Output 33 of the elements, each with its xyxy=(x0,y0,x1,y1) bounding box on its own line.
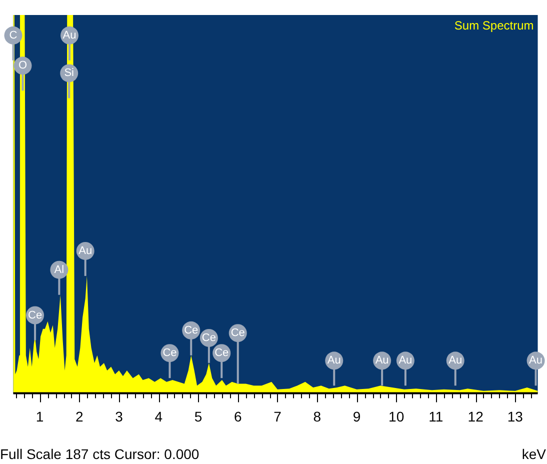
x-tick-label: 9 xyxy=(352,408,361,424)
annotation: Au xyxy=(448,354,462,367)
annotation: Si xyxy=(64,67,74,80)
x-tick-label: 10 xyxy=(388,408,404,424)
x-tick-label: 4 xyxy=(154,408,163,424)
annotation: C xyxy=(9,29,18,42)
x-tick-label: 5 xyxy=(194,408,202,424)
x-tick-label: 2 xyxy=(76,408,84,424)
annotation: Au xyxy=(327,354,341,367)
x-tick-label: 13 xyxy=(507,408,524,424)
annotation: Au xyxy=(78,244,92,257)
annotation: Al xyxy=(54,264,64,276)
annotation: Au xyxy=(62,29,76,42)
x-tick-label: 6 xyxy=(234,408,242,424)
text: Full Scale 187 cts Cursor: 0.000 xyxy=(0,446,200,462)
annotation: Ce xyxy=(214,347,229,360)
x-tick-label: 11 xyxy=(428,408,444,424)
annotation: Au xyxy=(375,354,389,367)
annotation: Ce xyxy=(162,347,177,360)
x-tick-label: 7 xyxy=(274,408,282,424)
x-tick-label: 3 xyxy=(115,408,124,424)
annotation: Ce xyxy=(202,332,216,344)
annotation: Ce xyxy=(230,327,245,340)
annotation: Ce xyxy=(184,324,198,336)
annotation: Au xyxy=(398,354,412,367)
annotation: Au xyxy=(529,354,543,367)
x-axis-title: keV xyxy=(522,446,547,462)
x-tick-label: 1 xyxy=(36,408,44,424)
chart-title: Sum Spectrum xyxy=(454,18,534,32)
x-tick-label: 8 xyxy=(313,408,322,424)
x-tick-label: 12 xyxy=(468,408,484,424)
annotation: Ce xyxy=(28,309,42,322)
annotation: O xyxy=(18,60,28,72)
